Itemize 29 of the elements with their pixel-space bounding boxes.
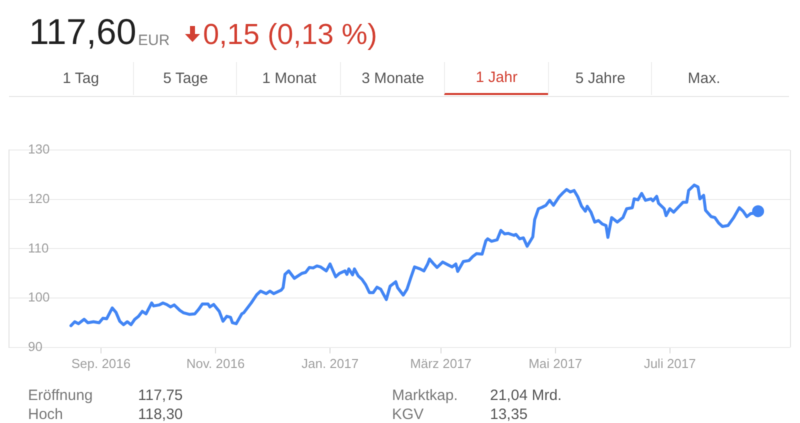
text: 117,75 (138, 387, 183, 404)
tab[interactable]: 3 Monate (340, 62, 445, 95)
x-tick-label: Nov. 2016 (186, 356, 245, 371)
y-tick-label: 110 (28, 240, 49, 256)
y-tick-label: 120 (28, 190, 50, 206)
text: 13,35 (490, 406, 528, 423)
tab[interactable]: 5 Jahre (548, 62, 652, 95)
text: EUR (138, 32, 170, 49)
text: 21,04 Mrd. (490, 387, 562, 404)
tab[interactable]: Max. (651, 62, 756, 95)
text: Eröffnung (28, 387, 93, 404)
tab[interactable]: 1 Tag (29, 62, 133, 95)
x-tick-label: Sep. 2016 (71, 356, 131, 371)
y-tick-label: 90 (28, 338, 42, 354)
y-tick-label: 100 (28, 290, 50, 305)
tab[interactable]: 5 Tage (132, 62, 238, 95)
x-tick-label: Juli 2017 (644, 356, 696, 371)
text: Marktkap. (392, 387, 458, 404)
text: KGV (392, 406, 424, 423)
x-tick-label: Mai 2017 (528, 356, 582, 371)
chart-title: 117,60 (29, 11, 136, 52)
x-tick-label: März 2017 (410, 356, 472, 371)
tab[interactable]: 1 Monat (236, 62, 342, 95)
text: 0,15 (0,13 %) (203, 19, 378, 51)
text: Hoch (28, 406, 64, 423)
y-tick-label: 130 (28, 142, 50, 157)
x-tick-label: Jan. 2017 (301, 356, 359, 371)
tab[interactable]: 1 Jahr (444, 62, 548, 95)
text: 118,30 (138, 406, 183, 423)
